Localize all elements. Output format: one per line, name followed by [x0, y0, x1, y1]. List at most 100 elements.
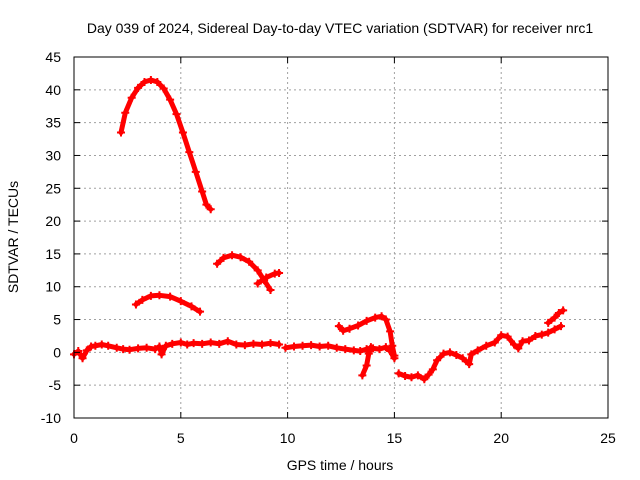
- data-point: [497, 331, 506, 340]
- data-point: [240, 341, 249, 350]
- data-point: [187, 302, 196, 311]
- data-point: [228, 251, 237, 260]
- x-tick-label: 25: [600, 430, 616, 446]
- data-point: [559, 306, 568, 315]
- data-point: [236, 253, 245, 262]
- data-point: [544, 318, 553, 327]
- data-point: [275, 340, 284, 349]
- data-point: [191, 167, 200, 176]
- data-point: [433, 356, 442, 365]
- data-point: [125, 345, 134, 354]
- series-tail: [545, 307, 566, 326]
- data-point: [371, 313, 380, 322]
- data-point: [377, 312, 386, 321]
- data-point: [467, 350, 476, 359]
- data-point: [253, 279, 262, 288]
- data-point: [183, 340, 192, 349]
- grid-lines: [74, 57, 608, 418]
- data-point: [206, 338, 215, 347]
- data-point: [375, 345, 384, 354]
- data-point: [97, 340, 106, 349]
- data-series: [70, 75, 568, 384]
- data-point: [151, 345, 160, 354]
- data-point: [364, 349, 373, 358]
- series-arc-upper-right: [214, 252, 273, 293]
- data-point: [104, 341, 113, 350]
- data-point: [206, 205, 215, 214]
- data-point: [473, 346, 482, 355]
- x-tick-label: 15: [387, 430, 403, 446]
- data-point: [176, 297, 185, 306]
- data-point: [503, 332, 512, 341]
- series-arc-high: [118, 77, 214, 212]
- data-point: [465, 360, 474, 369]
- series-arc-mid: [133, 292, 203, 315]
- data-point: [257, 340, 266, 349]
- y-tick-label: 15: [45, 246, 61, 262]
- y-tick-label: 40: [45, 82, 61, 98]
- data-point: [198, 339, 207, 348]
- data-point: [445, 348, 454, 357]
- y-tick-label: -10: [41, 410, 61, 426]
- data-point: [146, 75, 155, 84]
- data-point: [315, 342, 324, 351]
- y-tick-label: 30: [45, 147, 61, 163]
- data-point: [537, 330, 546, 339]
- data-point: [176, 338, 185, 347]
- data-point: [213, 259, 222, 268]
- data-point: [127, 93, 136, 102]
- data-point: [298, 341, 307, 350]
- data-point: [223, 337, 232, 346]
- data-point: [134, 83, 143, 92]
- data-point: [202, 200, 211, 209]
- y-tick-label: 20: [45, 213, 61, 229]
- data-point: [146, 291, 155, 300]
- data-point: [413, 371, 422, 380]
- data-point: [157, 350, 166, 359]
- series-dip-spur: [359, 344, 374, 378]
- data-point: [116, 128, 125, 137]
- x-tick-label: 5: [177, 430, 185, 446]
- data-point: [159, 84, 168, 93]
- chart-title: Day 039 of 2024, Sidereal Day-to-day VTE…: [87, 20, 593, 36]
- x-tick-label: 0: [70, 430, 78, 446]
- data-point: [339, 326, 348, 335]
- data-point: [196, 307, 205, 316]
- data-point: [514, 344, 523, 353]
- data-point: [166, 95, 175, 104]
- data-point: [390, 351, 399, 360]
- data-point: [232, 340, 241, 349]
- data-point: [394, 369, 403, 378]
- data-point: [510, 340, 519, 349]
- data-point: [142, 343, 151, 352]
- data-point: [490, 338, 499, 347]
- data-point: [388, 341, 397, 350]
- data-point: [550, 325, 559, 334]
- y-tick-label: 45: [45, 49, 61, 65]
- y-axis-label: SDTVAR / TECUs: [5, 181, 21, 293]
- data-point: [166, 292, 175, 301]
- data-point: [168, 339, 177, 348]
- data-point: [358, 371, 367, 380]
- data-point: [332, 343, 341, 352]
- data-point: [74, 347, 83, 356]
- data-point: [215, 339, 224, 348]
- data-point: [482, 341, 491, 350]
- data-point: [172, 110, 181, 119]
- data-point: [161, 341, 170, 350]
- data-point: [245, 257, 254, 266]
- data-point: [307, 341, 316, 350]
- x-axis-label: GPS time / hours: [287, 457, 394, 473]
- data-point: [153, 77, 162, 86]
- data-point: [219, 253, 228, 262]
- data-point: [189, 339, 198, 348]
- data-point: [531, 331, 540, 340]
- data-point: [362, 361, 371, 370]
- data-point: [281, 343, 290, 352]
- data-point: [554, 308, 563, 317]
- y-tick-label: 10: [45, 279, 61, 295]
- data-point: [138, 295, 147, 304]
- y-tick-label: 25: [45, 180, 61, 196]
- data-point: [198, 187, 207, 196]
